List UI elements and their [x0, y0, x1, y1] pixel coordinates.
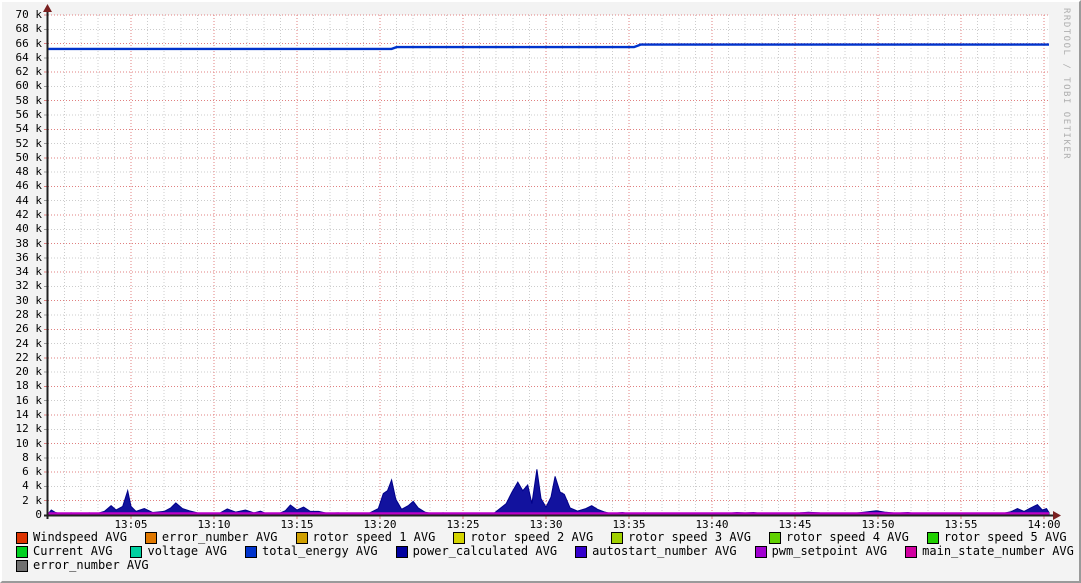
legend-item: error_number AVG: [16, 559, 149, 572]
legend-swatch-icon: [611, 531, 624, 544]
x-tick-label: 13:55: [944, 518, 978, 531]
x-tick-label: 13:45: [778, 518, 812, 531]
y-tick-label: 42 k: [15, 208, 43, 221]
legend-swatch-icon: [144, 531, 157, 544]
legend-swatch-icon: [295, 531, 308, 544]
y-tick-label: 18 k: [15, 379, 43, 393]
y-tick-label: 56 k: [15, 108, 43, 121]
x-tick-label: 13:15: [280, 518, 314, 531]
x-tick-label: 13:40: [695, 518, 729, 531]
y-tick-label: 2 k: [22, 493, 42, 507]
legend-item: rotor speed 5 AVG: [926, 530, 1067, 544]
y-tick-label: 28 k: [15, 308, 43, 321]
y-tick-label: 54 k: [15, 122, 43, 136]
y-tick-label: 24 k: [15, 336, 43, 350]
legend-item: rotor speed 2 AVG: [453, 531, 593, 544]
legend-label: error_number AVG: [161, 530, 278, 544]
y-tick-label: 30 k: [15, 293, 43, 307]
legend-item: Current AVG: [16, 545, 112, 558]
y-tick-label: 46 k: [15, 179, 43, 193]
y-tick-label: 68 k: [15, 22, 43, 36]
legend-item: rotor speed 4 AVG: [769, 531, 909, 544]
watermark: RRDTOOL / TOBI OETIKER: [1061, 8, 1071, 161]
legend-label: rotor speed 5 AVG: [943, 530, 1067, 544]
y-tick-label: 14 k: [15, 408, 43, 421]
y-tick-label: 58 k: [15, 93, 43, 107]
x-tick-label: 13:50: [861, 518, 895, 531]
legend-label: total_energy AVG: [261, 544, 378, 558]
legend-label: rotor speed 1 AVG: [312, 530, 436, 544]
y-tick-label: 66 k: [15, 36, 43, 50]
y-tick-label: 48 k: [15, 165, 43, 179]
legend-swatch-icon: [244, 545, 257, 558]
x-tick-label: 14:00: [1027, 518, 1061, 531]
legend-item: error_number AVG: [144, 530, 278, 544]
y-tick-label: 34 k: [15, 265, 43, 279]
legend-item: voltage AVG: [130, 544, 227, 558]
y-tick-label: 60 k: [15, 79, 43, 93]
legend-label: pwm_setpoint AVG: [771, 544, 888, 558]
y-tick-label: 0: [35, 508, 42, 521]
x-tick-label: 13:25: [446, 518, 480, 531]
legend-swatch-icon: [769, 531, 781, 544]
y-tick-label: 40 k: [15, 222, 43, 236]
y-tick-label: 4 k: [22, 479, 42, 493]
y-tick-label: 62 k: [15, 65, 43, 79]
legend-swatch-icon: [395, 545, 408, 558]
legend-label: power_calculated AVG: [412, 544, 558, 558]
x-tick-label: 13:20: [363, 518, 397, 531]
y-tick-label: 20 k: [15, 365, 43, 379]
legend-swatch-icon: [575, 545, 588, 558]
y-tick-label: 26 k: [15, 322, 43, 336]
y-tick-label: 22 k: [15, 350, 43, 364]
legend-swatch-icon: [453, 531, 466, 544]
legend-swatch-icon: [905, 545, 918, 558]
y-tick-label: 70 k: [15, 8, 43, 21]
legend-swatch-icon: [16, 559, 28, 572]
legend-label: error_number AVG: [33, 558, 149, 572]
legend-label: rotor speed 3 AVG: [628, 530, 751, 544]
legend-item: main_state_number AVG: [905, 545, 1074, 558]
legend-swatch-icon: [16, 531, 28, 544]
y-tick-label: 8 k: [22, 450, 42, 464]
y-tick-label: 6 k: [22, 465, 42, 479]
legend-item: Windspeed AVG: [16, 531, 127, 544]
legend-item: power_calculated AVG: [395, 544, 558, 558]
x-tick-label: 13:05: [114, 518, 148, 531]
y-tick-label: 36 k: [15, 250, 43, 264]
legend-item: total_energy AVG: [244, 544, 378, 558]
legend-row: Current AVG voltage AVG total_energy AVG po…: [16, 545, 1074, 558]
legend-row: error_number AVG: [16, 559, 149, 572]
legend-item: autostart_number AVG: [575, 545, 737, 558]
legend-item: rotor speed 1 AVG: [295, 530, 436, 544]
y-tick-label: 16 k: [15, 393, 43, 407]
legend-label: voltage AVG: [147, 544, 227, 558]
legend-swatch-icon: [926, 531, 939, 544]
y-tick-label: 44 k: [15, 193, 43, 207]
x-tick-label: 13:10: [197, 518, 231, 531]
legend-label: Windspeed AVG: [33, 530, 127, 544]
legend-label: Current AVG: [33, 544, 113, 558]
y-tick-label: 32 k: [15, 279, 43, 293]
legend-label: rotor speed 2 AVG: [470, 530, 594, 544]
legend-swatch-icon: [754, 545, 767, 558]
legend-label: main_state_number AVG: [922, 544, 1074, 558]
y-tick-label: 12 k: [15, 422, 43, 436]
x-tick-label: 13:35: [612, 518, 646, 531]
y-tick-label: 10 k: [15, 436, 43, 450]
y-tick-label: 38 k: [15, 236, 43, 250]
x-tick-label: 13:30: [529, 518, 563, 531]
legend-row: Windspeed AVG error_number AVG rotor speed…: [16, 531, 1067, 544]
legend-item: rotor speed 3 AVG: [611, 531, 751, 544]
legend-swatch-icon: [16, 545, 28, 558]
y-tick-label: 64 k: [15, 50, 43, 64]
y-tick-label: 50 k: [15, 150, 43, 164]
legend-label: autostart_number AVG: [592, 544, 737, 558]
legend-item: pwm_setpoint AVG: [754, 544, 888, 558]
legend-label: rotor speed 4 AVG: [786, 530, 909, 544]
y-tick-label: 52 k: [15, 136, 43, 150]
legend-swatch-icon: [130, 545, 143, 558]
